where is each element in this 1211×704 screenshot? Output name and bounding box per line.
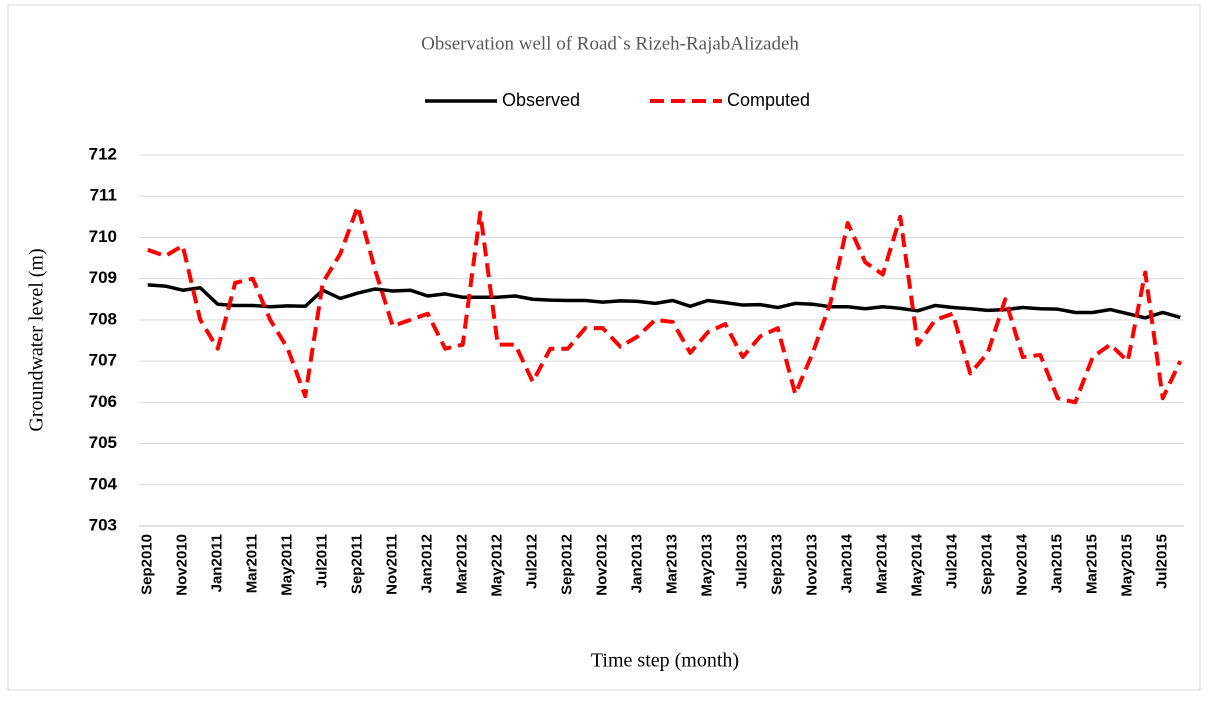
x-tick-label: Sep2014 [979, 533, 996, 595]
x-tick-label: Jul2011 [314, 534, 331, 588]
y-tick-label: 703 [89, 515, 117, 534]
legend-label: Computed [727, 90, 810, 110]
x-tick-label: Sep2013 [769, 534, 786, 595]
series-line [147, 204, 1183, 405]
x-axis-title: Time step (month) [591, 650, 739, 672]
x-tick-label: Mar2014 [874, 533, 891, 594]
x-tick-label: Sep2011 [349, 534, 366, 594]
y-tick-label: 707 [89, 351, 117, 370]
y-axis-title: Groundwater level (m) [26, 248, 48, 431]
x-tick-label: Mar2012 [454, 534, 471, 594]
y-tick-label: 710 [89, 227, 117, 246]
x-tick-label: Nov2014 [1014, 533, 1031, 595]
x-tick-label: Jan2011 [209, 534, 226, 592]
x-tick-label: May2012 [489, 534, 506, 597]
x-tick-label: Jul2013 [734, 534, 751, 589]
x-tick-label: Jul2015 [1154, 534, 1171, 589]
x-tick-label: Jul2012 [524, 534, 541, 589]
x-tick-label: Mar2015 [1084, 534, 1101, 594]
y-tick-label: 704 [89, 474, 118, 493]
legend-label: Observed [502, 90, 580, 110]
y-tick-label: 709 [89, 268, 117, 287]
y-tick-label: 705 [89, 433, 117, 452]
x-tick-label: Nov2013 [804, 534, 821, 596]
x-tick-label: Jan2014 [839, 533, 856, 593]
x-tick-label: Nov2011 [384, 534, 401, 595]
x-tick-label: Mar2013 [664, 534, 681, 594]
x-tick-label: May2014 [909, 533, 926, 596]
y-tick-label: 711 [90, 186, 117, 205]
x-tick-label: Jan2015 [1049, 534, 1066, 593]
x-tick-label: May2015 [1119, 534, 1136, 597]
x-tick-label: May2011 [279, 534, 296, 596]
x-tick-label: May2013 [699, 534, 716, 597]
x-tick-label: Sep2012 [559, 534, 576, 595]
y-tick-label: 708 [89, 309, 117, 328]
x-tick-label: Nov2010 [174, 534, 191, 596]
chart-border [7, 4, 1201, 691]
x-tick-label: Jan2013 [629, 534, 646, 593]
x-tick-label: Sep2010 [139, 534, 156, 595]
x-tick-label: Nov2012 [594, 534, 611, 596]
x-tick-label: Jan2012 [419, 534, 436, 593]
x-tick-label: Mar2011 [244, 534, 261, 593]
y-tick-label: 706 [89, 392, 117, 411]
x-tick-label: Jul2014 [944, 533, 961, 589]
chart-title: Observation well of Road`s Rizeh-RajabAl… [421, 33, 799, 54]
y-tick-label: 712 [89, 144, 117, 163]
